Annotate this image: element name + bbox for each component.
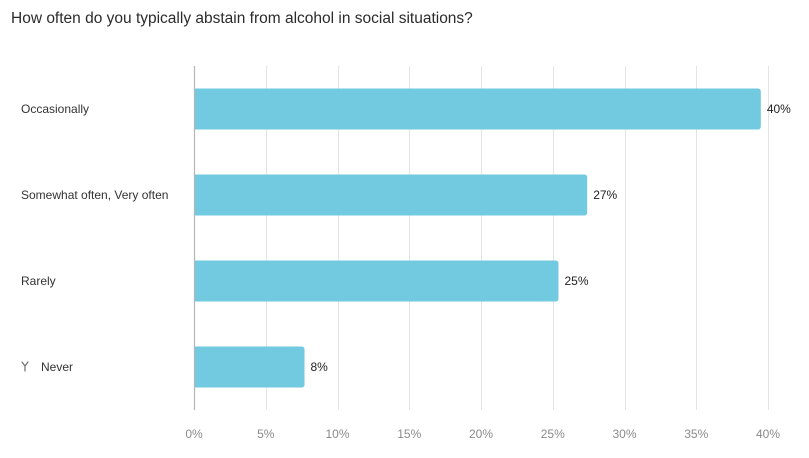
bar [195,88,761,130]
x-tick-label: 35% [684,427,708,441]
value-label: 27% [593,188,617,202]
category-labels: Occasionally Somewhat often, Very often Ra… [21,102,168,374]
x-tick-label: 5% [257,427,275,441]
value-label: 40% [767,102,791,116]
bars [195,88,761,388]
x-tick-label: 10% [325,427,349,441]
x-tick-labels: 0% 5% 10% 15% 20% 25% 30% 35% 40% [185,427,780,441]
value-label: 8% [310,360,328,374]
category-label: Never [41,360,73,374]
category-label: Somewhat often, Very often [21,188,168,202]
x-tick-label: 40% [756,427,780,441]
category-label: Rarely [21,274,56,288]
x-tick-label: 20% [469,427,493,441]
bar [195,174,588,216]
x-tick-label: 0% [185,427,203,441]
value-label: 25% [564,274,588,288]
gridlines [266,66,769,410]
fork-icon [21,361,29,372]
x-tick-label: 30% [612,427,636,441]
bar [195,260,559,302]
x-tick-label: 25% [541,427,565,441]
x-tick-label: 15% [397,427,421,441]
bar [195,346,305,388]
value-labels: 40% 27% 25% 8% [310,102,791,374]
category-label: Occasionally [21,102,89,116]
chart-title: How often do you typically abstain from … [11,10,473,27]
